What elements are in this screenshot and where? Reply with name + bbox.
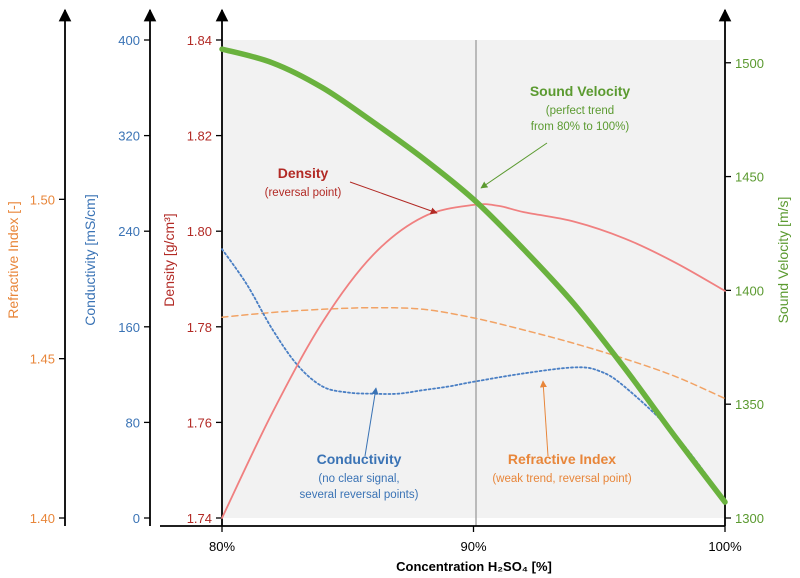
refractive-tick-label: 1.45 xyxy=(30,352,55,367)
annotation-refractive-title: Refractive Index xyxy=(508,451,616,467)
annotation-refractive-note: (weak trend, reversal point) xyxy=(492,473,632,485)
annotation-density-title: Density xyxy=(278,165,329,181)
sound-tick-label: 1300 xyxy=(735,511,764,526)
conductivity-tick-label: 160 xyxy=(118,320,140,335)
annotation-sound-title: Sound Velocity xyxy=(530,83,631,99)
annotation-density-note: (reversal point) xyxy=(265,187,342,199)
density-tick-label: 1.74 xyxy=(187,511,212,526)
annotation-density-arrow xyxy=(349,181,438,215)
annotation-conductivity-arrow xyxy=(364,387,379,457)
conductivity-tick-label: 400 xyxy=(118,33,140,48)
conductivity-tick-label: 0 xyxy=(133,511,140,526)
conductivity-tick-label: 320 xyxy=(118,129,140,144)
sound-axis-title: Sound Velocity [m/s] xyxy=(775,197,791,324)
conductivity-tick-label: 240 xyxy=(118,224,140,239)
sound-tick-label: 1450 xyxy=(735,170,764,185)
sound-tick-label: 1350 xyxy=(735,397,764,412)
density-tick-label: 1.84 xyxy=(187,33,212,48)
density-tick-label: 1.76 xyxy=(187,415,212,430)
density-tick-label: 1.80 xyxy=(187,224,212,239)
annotation-sound-note: from 80% to 100%) xyxy=(531,121,630,133)
series-density-line xyxy=(221,203,726,519)
annotation-sound-arrow xyxy=(480,142,548,189)
x-tick-label: 100% xyxy=(708,539,742,554)
annotation-refractive-arrow xyxy=(539,380,549,457)
refractive-tick-label: 1.50 xyxy=(30,192,55,207)
annotation-conductivity-note: several reversal points) xyxy=(300,489,419,501)
annotation-conductivity-note: (no clear signal, xyxy=(318,473,399,485)
density-tick-label: 1.78 xyxy=(187,320,212,335)
annotation-conductivity-title: Conductivity xyxy=(317,451,402,467)
series-sound-line xyxy=(219,46,728,505)
refractive-tick-label: 1.40 xyxy=(30,511,55,526)
refractive-axis-title: Refractive Index [-] xyxy=(5,201,21,319)
sound-tick-label: 1400 xyxy=(735,283,764,298)
x-tick-label: 80% xyxy=(209,539,235,554)
x-axis-title: Concentration H₂SO₄ [%] xyxy=(396,559,552,574)
density-axis-title: Density [g/cm³] xyxy=(161,213,177,306)
plot-area xyxy=(222,40,725,518)
x-tick-label: 90% xyxy=(460,539,486,554)
sound-tick-label: 1500 xyxy=(735,56,764,71)
density-tick-label: 1.82 xyxy=(187,129,212,144)
annotation-sound-note: (perfect trend xyxy=(546,105,614,117)
series-refractive-line xyxy=(221,306,726,400)
series-conductivity-line xyxy=(221,248,726,501)
conductivity-axis-title: Conductivity [mS/cm] xyxy=(82,194,98,325)
conductivity-tick-label: 80 xyxy=(126,415,140,430)
